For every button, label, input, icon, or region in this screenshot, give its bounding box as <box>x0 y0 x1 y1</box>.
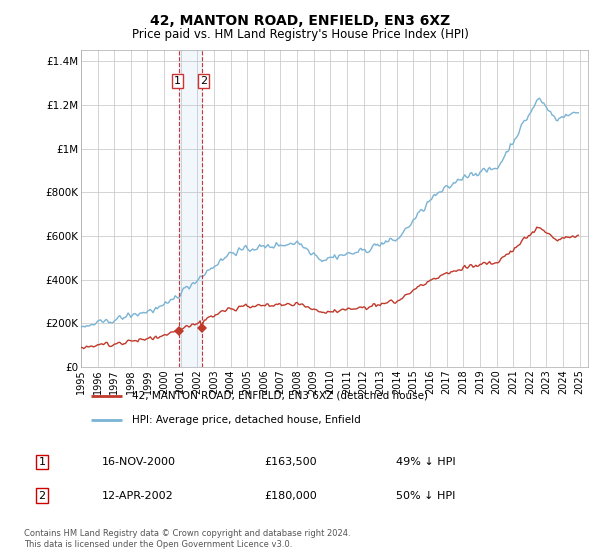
Text: 1: 1 <box>174 76 181 86</box>
Text: 42, MANTON ROAD, ENFIELD, EN3 6XZ: 42, MANTON ROAD, ENFIELD, EN3 6XZ <box>150 14 450 28</box>
Text: HPI: Average price, detached house, Enfield: HPI: Average price, detached house, Enfi… <box>132 415 361 425</box>
Text: Price paid vs. HM Land Registry's House Price Index (HPI): Price paid vs. HM Land Registry's House … <box>131 28 469 41</box>
Text: Contains HM Land Registry data © Crown copyright and database right 2024.
This d: Contains HM Land Registry data © Crown c… <box>24 529 350 549</box>
Text: £180,000: £180,000 <box>264 491 317 501</box>
Text: 50% ↓ HPI: 50% ↓ HPI <box>396 491 455 501</box>
Text: 16-NOV-2000: 16-NOV-2000 <box>102 457 176 467</box>
Text: 2: 2 <box>200 76 207 86</box>
Text: 12-APR-2002: 12-APR-2002 <box>102 491 174 501</box>
Text: 2: 2 <box>38 491 46 501</box>
Text: 1: 1 <box>38 457 46 467</box>
Text: 49% ↓ HPI: 49% ↓ HPI <box>396 457 455 467</box>
Bar <box>179 50 202 367</box>
Text: 42, MANTON ROAD, ENFIELD, EN3 6XZ (detached house): 42, MANTON ROAD, ENFIELD, EN3 6XZ (detac… <box>132 391 428 401</box>
Text: £163,500: £163,500 <box>264 457 317 467</box>
